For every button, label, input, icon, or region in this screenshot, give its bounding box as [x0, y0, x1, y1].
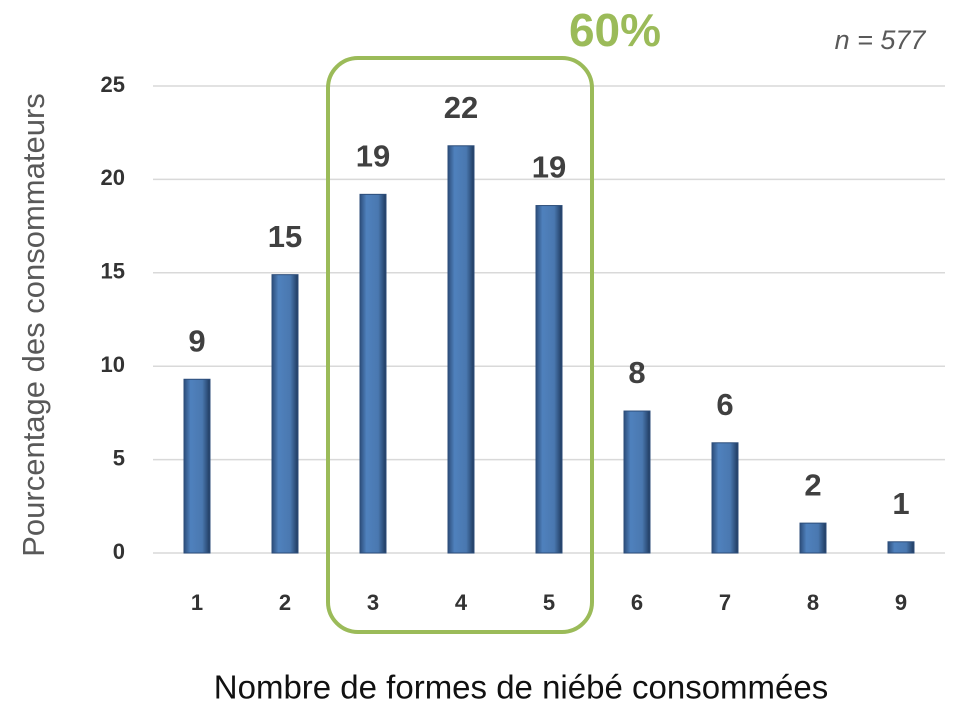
y-tick-label: 0	[113, 539, 125, 564]
highlight-box	[326, 56, 594, 634]
x-tick-label: 6	[631, 590, 643, 615]
x-tick-label: 7	[719, 590, 731, 615]
bar	[359, 193, 387, 554]
x-tick-label: 8	[807, 590, 819, 615]
annotation-n: n = 577	[835, 25, 927, 55]
data-label: 8	[628, 355, 645, 390]
x-tick-label: 3	[367, 590, 379, 615]
y-tick-label: 20	[101, 165, 125, 190]
data-label: 2	[804, 467, 821, 502]
x-tick-label: 9	[895, 590, 907, 615]
bar	[799, 522, 827, 554]
y-axis-title: Pourcentage des consommateurs	[16, 93, 51, 557]
data-label: 22	[444, 90, 478, 125]
x-axis-title: Nombre de formes de niébé consommées	[214, 669, 828, 706]
annotation-percent: 60%	[569, 4, 661, 56]
bar	[623, 410, 651, 554]
bar	[535, 205, 563, 554]
x-tick-label: 4	[455, 590, 468, 615]
x-tick-label: 2	[279, 590, 291, 615]
bar	[271, 274, 299, 554]
x-tick-label: 1	[191, 590, 203, 615]
x-tick-label: 5	[543, 590, 555, 615]
y-tick-label: 15	[101, 259, 125, 284]
bar	[447, 145, 475, 554]
data-label: 6	[716, 387, 733, 422]
y-tick-label: 25	[101, 72, 125, 97]
bar	[711, 442, 739, 554]
data-label: 9	[188, 323, 205, 358]
data-label: 1	[892, 486, 909, 521]
data-label: 19	[356, 139, 390, 174]
bar	[183, 378, 211, 554]
y-tick-label: 10	[101, 352, 125, 377]
data-label: 15	[268, 219, 302, 254]
data-label: 19	[532, 150, 566, 185]
y-tick-label: 5	[113, 445, 125, 470]
bar	[887, 541, 915, 554]
